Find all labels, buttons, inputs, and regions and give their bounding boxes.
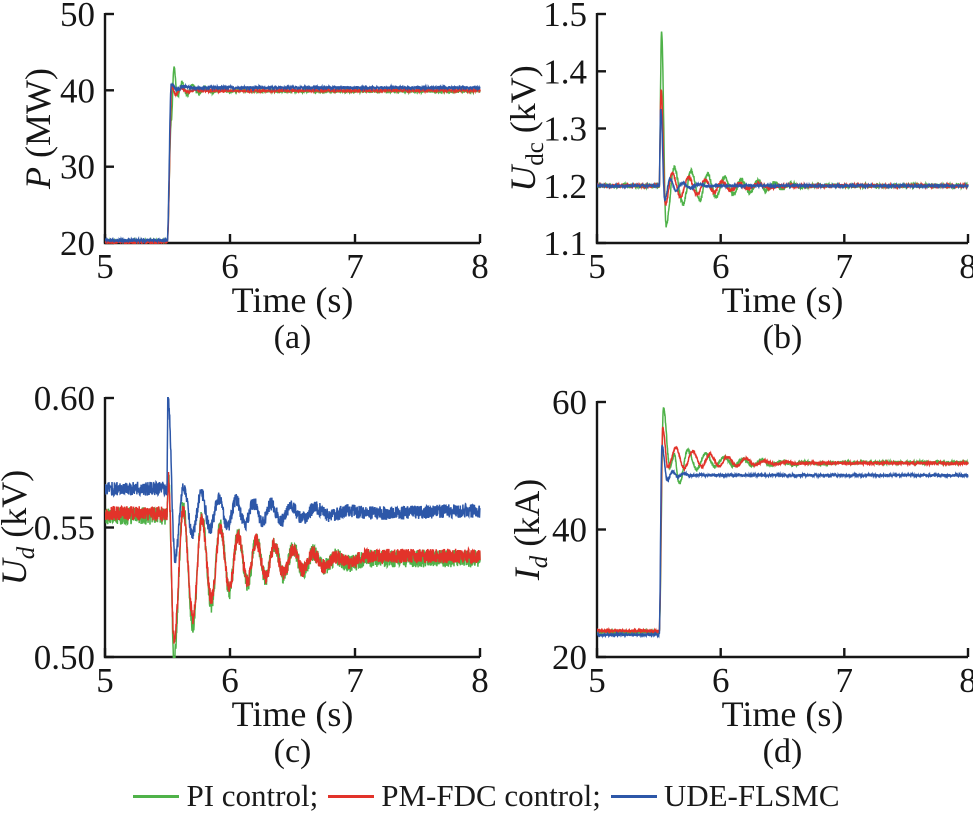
- x-tick-label: 6: [221, 661, 239, 700]
- chart-panel-c: 0.50 0.55 0.60 5 6 7 8 Time (s)(c) Ud (kV): [0, 379, 489, 770]
- axes: [103, 396, 482, 659]
- x-tick-label: 8: [471, 247, 489, 286]
- y-tick-label: 0.60: [34, 379, 95, 418]
- y-tick-label: 20: [552, 638, 587, 677]
- legend-label-ude-flsmc: UDE-FLSMC: [663, 778, 840, 813]
- x-tick-label: 5: [588, 247, 606, 286]
- series-group: [597, 407, 969, 639]
- x-tick-label: 5: [96, 661, 114, 700]
- panel-caption: (c): [274, 733, 312, 770]
- y-tick-label: 30: [60, 148, 95, 187]
- y-tick-label: 40: [552, 511, 587, 550]
- y-axis-label: Id (kA): [507, 479, 553, 581]
- x-axis-label: Time (s): [232, 694, 354, 734]
- series-group: [105, 66, 481, 244]
- y-axis-label: Ud (kV): [0, 470, 40, 585]
- panel-caption: (b): [763, 319, 803, 356]
- y-tick-label: 0.50: [34, 638, 95, 677]
- series-red: [105, 84, 481, 244]
- x-tick-label: 8: [471, 661, 489, 700]
- series-blue: [597, 108, 969, 203]
- axis-labels: 20 40 60 5 6 7 8 Time (s)(d) Id (kA): [507, 383, 973, 770]
- y-axis-label: P (MW): [18, 68, 58, 190]
- x-axis-label: Time (s): [722, 694, 844, 734]
- x-tick-label: 8: [959, 247, 973, 286]
- series-group: [597, 31, 969, 228]
- y-tick-label: 1.3: [543, 110, 587, 149]
- legend-swatch-ude-flsmc: [610, 794, 657, 798]
- axes: [595, 400, 970, 659]
- y-tick-label: 50: [60, 0, 95, 34]
- panel-caption: (d): [763, 733, 803, 770]
- x-tick-label: 7: [836, 247, 854, 286]
- y-axis-label: Udc (kV): [503, 65, 549, 192]
- y-tick-label: 1.2: [543, 167, 587, 206]
- chart-panel-a: 20 30 40 50 5 6 7 8 Time (s)(a) P (MW): [18, 0, 489, 356]
- x-axis-label: Time (s): [722, 280, 844, 320]
- legend-item-pi-control: PI control;: [133, 778, 318, 814]
- legend-swatch-pm-fdc-control: [328, 794, 375, 798]
- y-tick-label: 1.4: [543, 52, 587, 91]
- legend-label-pm-fdc-control: PM-FDC control;: [381, 778, 601, 813]
- x-tick-label: 7: [346, 661, 364, 700]
- panel-caption: (a): [274, 319, 312, 356]
- y-tick-label: 1.1: [543, 224, 587, 263]
- legend-item-ude-flsmc: UDE-FLSMC: [610, 778, 840, 814]
- y-tick-label: 20: [60, 224, 95, 263]
- legend-label-pi-control: PI control;: [186, 778, 319, 813]
- x-tick-label: 6: [712, 247, 730, 286]
- axis-labels: 1.1 1.2 1.3 1.4 1.5 5 6 7 8 Time (s)(b) Udc (kV): [503, 0, 973, 356]
- series-green: [105, 474, 481, 658]
- series-group: [105, 397, 481, 658]
- y-tick-label: 1.5: [543, 0, 587, 34]
- x-tick-label: 5: [588, 661, 606, 700]
- y-tick-label: 40: [60, 71, 95, 110]
- x-tick-label: 6: [712, 661, 730, 700]
- series-blue: [105, 82, 481, 244]
- x-tick-label: 5: [96, 247, 114, 286]
- x-tick-label: 7: [836, 661, 854, 700]
- series-red: [597, 426, 969, 635]
- x-tick-label: 6: [221, 247, 239, 286]
- chart-panel-b: 1.1 1.2 1.3 1.4 1.5 5 6 7 8 Time (s)(b) Udc (kV): [503, 0, 973, 356]
- series-green: [105, 66, 481, 244]
- series-red: [105, 471, 481, 644]
- series-green: [597, 407, 969, 636]
- axes: [103, 12, 482, 245]
- legend-item-pm-fdc-control: PM-FDC control;: [328, 778, 601, 814]
- legend-swatch-pi-control: [133, 794, 180, 798]
- series-blue: [105, 397, 481, 564]
- y-tick-label: 0.55: [34, 509, 95, 548]
- axis-labels: 20 30 40 50 5 6 7 8 Time (s)(a) P (MW): [18, 0, 489, 356]
- chart-panel-d: 20 40 60 5 6 7 8 Time (s)(d) Id (kA): [507, 383, 973, 770]
- y-tick-label: 60: [552, 383, 587, 422]
- x-axis-label: Time (s): [232, 280, 354, 320]
- x-tick-label: 8: [959, 661, 973, 700]
- series-green: [597, 31, 969, 228]
- legend: PI control; PM-FDC control; UDE-FLSMC: [0, 776, 973, 816]
- axes: [595, 12, 970, 245]
- axis-labels: 0.50 0.55 0.60 5 6 7 8 Time (s)(c) Ud (kV): [0, 379, 489, 770]
- x-tick-label: 7: [346, 247, 364, 286]
- series-blue: [597, 444, 969, 639]
